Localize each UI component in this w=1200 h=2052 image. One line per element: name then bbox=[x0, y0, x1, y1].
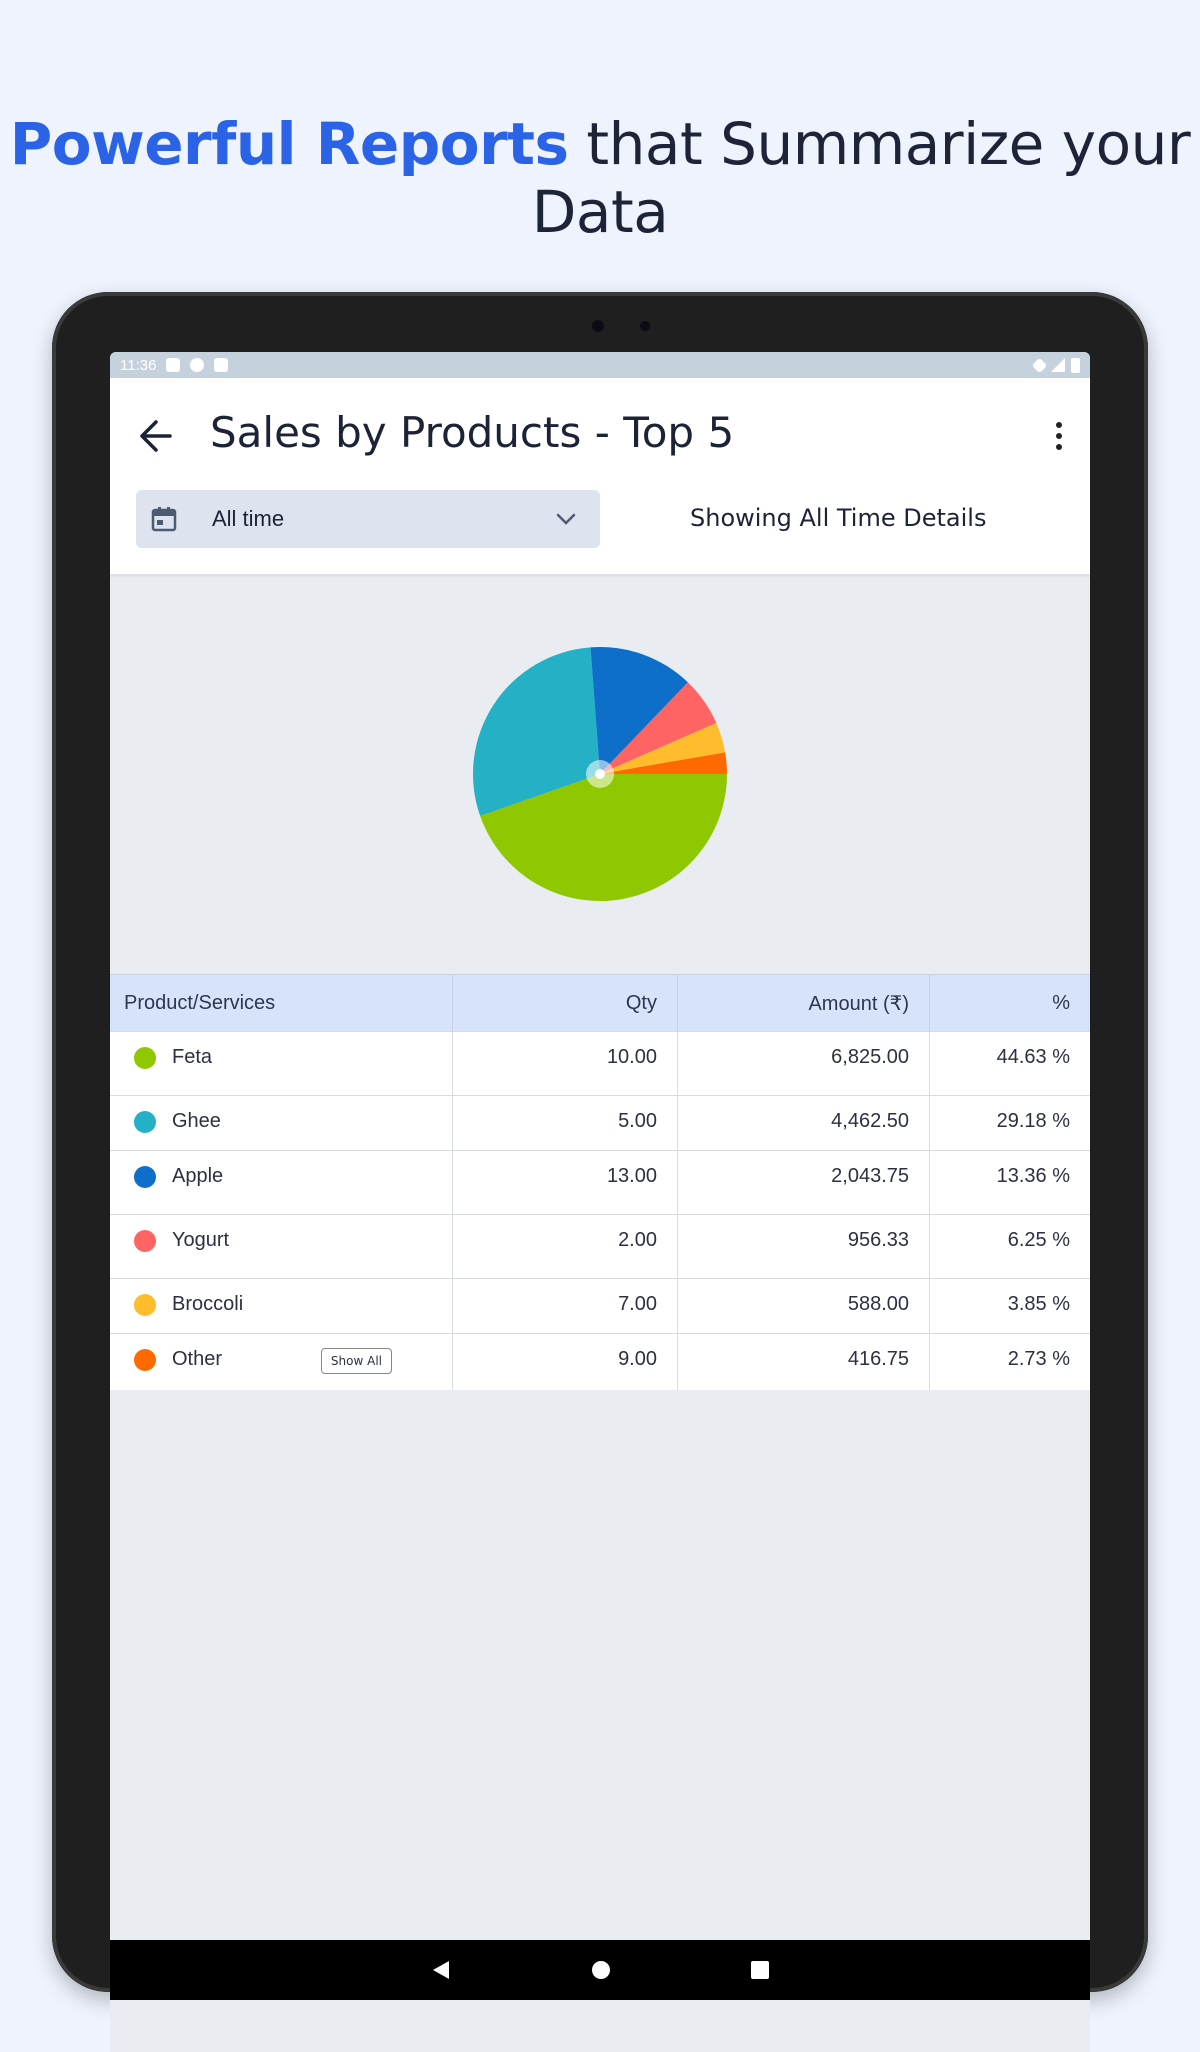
qty-cell: 7.00 bbox=[452, 1278, 678, 1334]
product-name: Broccoli bbox=[172, 1293, 244, 1316]
sales-table: Product/Services Qty Amount (₹) % Feta 1… bbox=[110, 974, 1090, 1390]
percent-cell: 44.63 % bbox=[929, 1031, 1090, 1096]
pie-center-dot bbox=[595, 769, 605, 779]
product-name: Yogurt bbox=[172, 1229, 230, 1252]
qty-cell: 5.00 bbox=[452, 1095, 678, 1151]
page-title: Sales by Products - Top 5 bbox=[210, 408, 735, 457]
product-name: Ghee bbox=[172, 1110, 221, 1133]
headline-accent: Powerful Reports bbox=[9, 110, 569, 178]
table-row[interactable]: Broccoli 7.00 588.00 3.85 % bbox=[110, 1278, 1090, 1334]
app-bar: Sales by Products - Top 5 All time Showi… bbox=[110, 378, 1090, 574]
status-time: 11:36 bbox=[120, 356, 157, 374]
product-cell: Ghee bbox=[110, 1095, 453, 1151]
legend-dot bbox=[134, 1229, 156, 1252]
table-row[interactable]: Ghee 5.00 4,462.50 29.18 % bbox=[110, 1095, 1090, 1151]
amount-cell: 956.33 bbox=[677, 1214, 930, 1279]
show-all-button[interactable]: Show All bbox=[320, 1348, 392, 1374]
legend-dot bbox=[134, 1165, 156, 1188]
product-name: Apple bbox=[172, 1165, 224, 1188]
amount-cell: 4,462.50 bbox=[677, 1095, 930, 1151]
pie-slice-broccoli[interactable] bbox=[600, 722, 726, 774]
camera-icon bbox=[592, 320, 604, 332]
percent-cell: 13.36 % bbox=[929, 1150, 1090, 1215]
app-notification-icon bbox=[190, 358, 205, 372]
back-arrow-icon[interactable] bbox=[136, 416, 176, 456]
sensor-icon bbox=[640, 321, 650, 331]
nav-back-icon[interactable] bbox=[431, 1959, 451, 1981]
notification-icon bbox=[166, 358, 181, 372]
legend-dot bbox=[134, 1348, 156, 1371]
product-cell: Other Show All bbox=[110, 1333, 453, 1390]
amount-cell: 588.00 bbox=[677, 1278, 930, 1334]
qty-cell: 2.00 bbox=[452, 1214, 678, 1279]
percent-cell: 2.73 % bbox=[929, 1333, 1090, 1390]
chart-area bbox=[110, 574, 1090, 974]
legend-dot bbox=[134, 1293, 156, 1316]
date-range-dropdown[interactable]: All time bbox=[136, 490, 600, 548]
table-header-row: Product/Services Qty Amount (₹) % bbox=[110, 974, 1090, 1032]
calendar-icon bbox=[151, 507, 177, 532]
header-qty: Qty bbox=[452, 974, 678, 1032]
battery-icon bbox=[1071, 357, 1080, 373]
table-row[interactable]: Apple 13.00 2,043.75 13.36 % bbox=[110, 1150, 1090, 1215]
percent-cell: 3.85 % bbox=[929, 1278, 1090, 1334]
qty-cell: 13.00 bbox=[452, 1150, 678, 1215]
table-row[interactable]: Feta 10.00 6,825.00 44.63 % bbox=[110, 1031, 1090, 1096]
sd-card-icon bbox=[214, 358, 229, 372]
table-row[interactable]: Yogurt 2.00 956.33 6.25 % bbox=[110, 1214, 1090, 1279]
nav-home-icon[interactable] bbox=[591, 1960, 611, 1980]
date-range-value: All time bbox=[212, 506, 285, 531]
pie-slice-yogurt[interactable] bbox=[600, 682, 717, 774]
table-row[interactable]: Other Show All 9.00 416.75 2.73 % bbox=[110, 1333, 1090, 1390]
product-cell: Broccoli bbox=[110, 1278, 453, 1334]
amount-cell: 6,825.00 bbox=[677, 1031, 930, 1096]
legend-dot bbox=[134, 1046, 156, 1069]
nav-recents-icon[interactable] bbox=[751, 1961, 769, 1979]
amount-cell: 416.75 bbox=[677, 1333, 930, 1390]
product-name: Feta bbox=[172, 1046, 213, 1069]
percent-cell: 6.25 % bbox=[929, 1214, 1090, 1279]
wifi-icon bbox=[1031, 357, 1048, 373]
signal-icon bbox=[1051, 358, 1065, 372]
header-amount: Amount (₹) bbox=[677, 974, 930, 1032]
pie-slice-other[interactable] bbox=[600, 752, 727, 774]
headline: Powerful Reports that Summarize your Dat… bbox=[0, 110, 1200, 246]
product-cell: Yogurt bbox=[110, 1214, 453, 1279]
qty-cell: 10.00 bbox=[452, 1031, 678, 1096]
legend-dot bbox=[134, 1110, 156, 1133]
tablet-frame: 11:36 Sales by Products - Top 5 bbox=[52, 292, 1148, 2052]
product-name: Other bbox=[172, 1348, 223, 1371]
product-cell: Apple bbox=[110, 1150, 453, 1215]
product-cell: Feta bbox=[110, 1031, 453, 1096]
pie-slice-ghee[interactable] bbox=[473, 647, 600, 817]
more-options-icon[interactable] bbox=[1054, 422, 1064, 458]
percent-cell: 29.18 % bbox=[929, 1095, 1090, 1151]
pie-slice-feta[interactable] bbox=[480, 774, 727, 901]
screen: 11:36 Sales by Products - Top 5 bbox=[110, 352, 1090, 2052]
status-bar: 11:36 bbox=[110, 352, 1090, 378]
pie-chart bbox=[473, 647, 727, 901]
system-nav-bar bbox=[110, 1940, 1090, 2000]
amount-cell: 2,043.75 bbox=[677, 1150, 930, 1215]
header-percent: % bbox=[929, 974, 1090, 1032]
qty-cell: 9.00 bbox=[452, 1333, 678, 1390]
pie-slice-apple[interactable] bbox=[590, 647, 688, 774]
headline-rest: that Summarize your Data bbox=[531, 110, 1191, 246]
showing-details-label: Showing All Time Details bbox=[690, 504, 987, 532]
chevron-down-icon bbox=[556, 513, 576, 525]
header-product: Product/Services bbox=[110, 974, 453, 1032]
